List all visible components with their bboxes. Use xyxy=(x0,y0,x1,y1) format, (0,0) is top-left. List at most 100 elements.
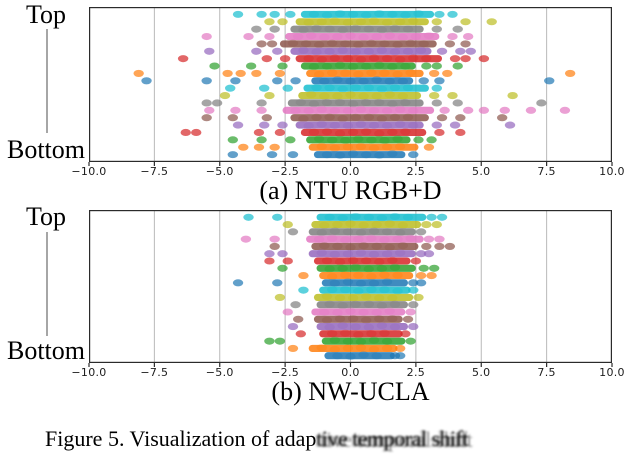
channel-band-dot xyxy=(371,242,382,250)
channel-band-dot xyxy=(374,258,385,266)
channel-band-dot xyxy=(384,77,395,85)
scatter-dot xyxy=(449,121,461,129)
scatter-dot xyxy=(431,99,442,107)
channel-band xyxy=(290,114,429,122)
channel-band-dot xyxy=(298,26,309,34)
scatter-dot xyxy=(277,18,288,26)
scatter-dot xyxy=(402,315,414,323)
channel-band-dot xyxy=(316,120,327,128)
channel-band xyxy=(311,77,414,85)
channel-band-dot xyxy=(303,122,314,130)
channel-band-dot xyxy=(326,273,338,281)
channel-band-dot xyxy=(337,115,348,123)
channel-band-dot xyxy=(381,143,393,151)
channel-band-dot xyxy=(405,39,416,47)
channel-band-dot xyxy=(355,344,367,352)
channel-band-dot xyxy=(358,221,369,229)
scatter-dot xyxy=(423,250,435,258)
channel-band-dot xyxy=(402,25,414,33)
channel-band-dot xyxy=(350,323,361,331)
channel-band xyxy=(316,301,408,309)
scatter-dot xyxy=(232,121,244,129)
scatter-dot xyxy=(434,128,445,137)
scatter-dot xyxy=(282,308,293,316)
x-tick-label: −7.5 xyxy=(140,366,169,379)
scatter-dot xyxy=(264,257,275,265)
channel-band-dot xyxy=(397,33,408,41)
channel-band xyxy=(300,10,435,18)
channel-band-dot xyxy=(384,243,395,251)
channel-band xyxy=(319,272,414,280)
channel-band-dot xyxy=(329,279,341,287)
channel-band-dot xyxy=(371,76,382,84)
channel-band xyxy=(300,128,427,137)
scatter-dot xyxy=(253,128,265,137)
scatter-dot xyxy=(455,47,466,55)
scatter-dot xyxy=(426,213,437,221)
channel-band-dot xyxy=(394,18,406,26)
channel-band-dot xyxy=(389,300,401,308)
scatter-dot xyxy=(447,92,458,100)
channel-band-dot xyxy=(303,19,314,27)
channel-band-dot xyxy=(374,98,385,106)
channel-band-dot xyxy=(324,113,335,121)
scatter-plot-a xyxy=(88,7,613,166)
channel-band-dot xyxy=(316,229,327,237)
channel-band-dot xyxy=(366,136,377,144)
scatter-dot xyxy=(421,221,432,229)
x-tick-label: 5.0 xyxy=(472,165,491,178)
channel-band xyxy=(303,84,429,92)
channel-band-dot xyxy=(392,287,403,295)
channel-band xyxy=(300,62,416,70)
channel-band-dot xyxy=(347,10,359,18)
y-axis-line xyxy=(46,232,48,336)
channel-band-dot xyxy=(376,46,388,54)
channel-band-dot xyxy=(350,84,361,92)
scatter-dot xyxy=(272,213,283,221)
scatter-dot xyxy=(544,77,555,85)
channel-band-dot xyxy=(342,344,354,352)
channel-band-dot xyxy=(368,54,380,62)
channel-band-dot xyxy=(313,235,325,243)
scatter-dot xyxy=(394,352,406,360)
scatter-dot xyxy=(415,272,427,280)
channel-band-dot xyxy=(329,17,341,25)
channel-band-dot xyxy=(347,150,359,158)
channel-band-dot xyxy=(316,142,327,151)
channel-band-dot xyxy=(337,46,348,54)
channel-band-dot xyxy=(329,121,341,129)
channel-band-dot xyxy=(358,77,369,85)
scatter-dot xyxy=(204,47,215,55)
channel-band-dot xyxy=(332,33,343,41)
channel-band-dot xyxy=(371,221,382,229)
scatter-dot xyxy=(444,40,456,48)
channel-band-dot xyxy=(384,220,395,228)
channel-band-dot xyxy=(321,151,333,159)
channel-band-dot xyxy=(381,337,393,345)
channel-band-dot xyxy=(387,315,398,323)
scatter-dot xyxy=(431,62,442,70)
channel-band-dot xyxy=(389,263,401,271)
channel-band-dot xyxy=(366,234,377,242)
y-axis-label-top: Top xyxy=(25,202,67,231)
channel-band-dot xyxy=(334,294,346,302)
channel-band-dot xyxy=(326,330,338,338)
channel-band-dot xyxy=(326,39,338,47)
channel-band xyxy=(295,121,424,129)
channel-band-dot xyxy=(402,113,414,121)
channel-band-dot xyxy=(387,10,398,18)
channel-band-dot xyxy=(384,307,395,315)
channel-band-dot xyxy=(319,92,330,100)
channel-band-dot xyxy=(342,228,354,236)
scatter-dot xyxy=(415,250,427,258)
channel-band-dot xyxy=(363,213,375,221)
channel-band-dot xyxy=(324,47,335,56)
channel-band-dot xyxy=(345,307,356,315)
channel-band-dot xyxy=(384,91,395,99)
scatter-dot xyxy=(235,69,246,77)
channel-band-dot xyxy=(389,84,401,92)
channel-band-dot xyxy=(376,265,388,273)
channel-band xyxy=(313,315,403,323)
channel-band-dot xyxy=(324,25,335,33)
channel-band-dot xyxy=(316,344,327,352)
